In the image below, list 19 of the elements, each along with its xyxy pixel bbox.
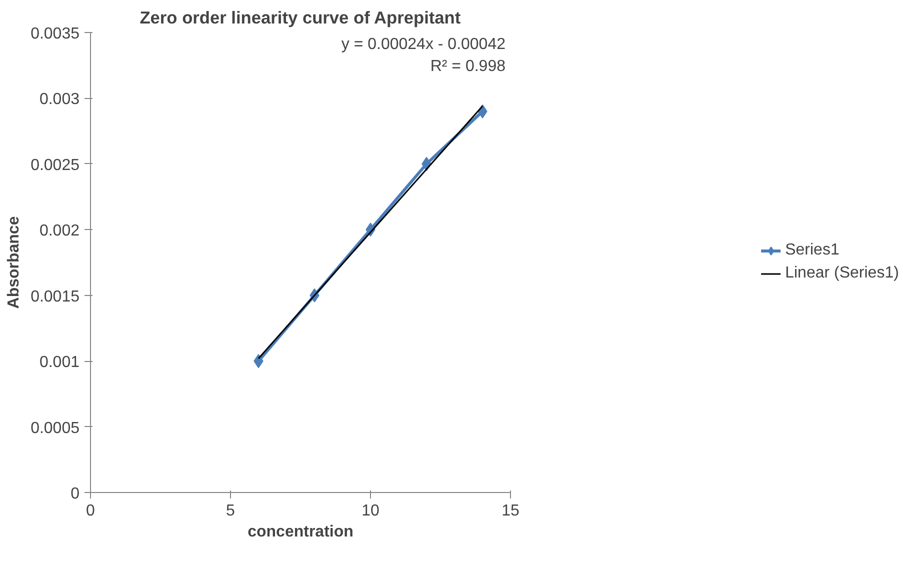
y-tick-label: 0.0035 [30,26,80,42]
y-tick-label: 0 [70,486,80,502]
y-tick-label: 0.0005 [30,420,80,437]
x-tick-label: 15 [502,502,520,520]
y-tick-label: 0.0015 [30,288,80,306]
x-tick-label: 10 [362,502,380,520]
annotation: y = 0.00024x - 0.00042 [341,36,506,53]
y-tick-label: 0.001 [39,354,80,372]
x-tick-label: 5 [226,502,236,520]
y-tick-label: 0.003 [39,91,80,108]
legend-label: Series1 [785,242,840,260]
x-axis-title: concentration [248,524,354,540]
y-tick-label: 0.0025 [30,156,80,174]
y-tick-label: 0.002 [39,222,80,240]
x-tick-label: 0 [86,502,96,520]
annotation: R² = 0.998 [430,58,506,75]
chart-title: Zero order linearity curve of Aprepitant [140,8,461,28]
legend-label: Linear (Series1) [785,264,899,282]
y-axis-title: Absorbance [6,216,23,309]
